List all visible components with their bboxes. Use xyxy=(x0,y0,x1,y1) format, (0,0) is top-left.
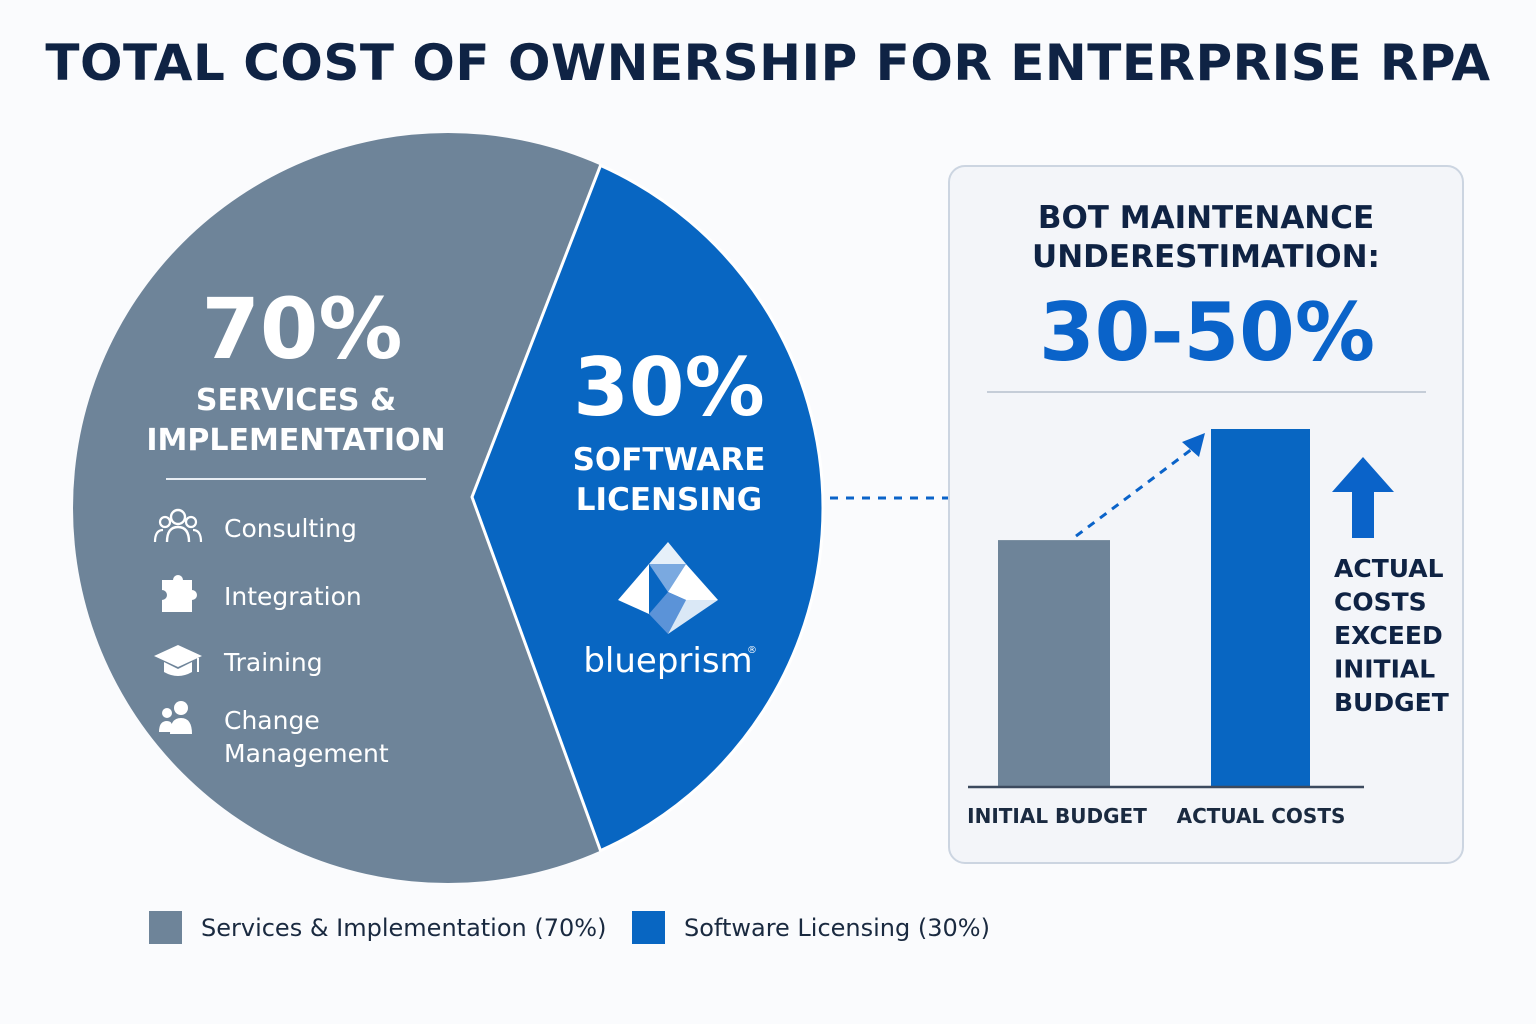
graduation-cap-icon xyxy=(154,645,202,676)
pie-label-software: LICENSING xyxy=(576,482,762,518)
services-items xyxy=(153,508,203,734)
service-item-label: Management xyxy=(224,739,389,768)
logo-facet-4 xyxy=(668,564,718,600)
blueprism-logo-icon xyxy=(618,542,718,634)
pie-label-services: SERVICES & xyxy=(196,383,396,418)
logo-facet-5 xyxy=(649,592,686,634)
blueprism-logo-text: blueprism xyxy=(583,641,752,681)
page-title: TOTAL COST OF OWNERSHIP FOR ENTERPRISE R… xyxy=(45,34,1491,92)
consulting-head-right xyxy=(184,515,198,529)
consulting-body xyxy=(165,525,191,543)
pie-percent-software: 30% xyxy=(573,341,764,434)
panel-title: BOT MAINTENANCE xyxy=(1038,200,1374,236)
consulting-head-left xyxy=(158,515,172,529)
blueprism-registered-mark: ® xyxy=(747,645,757,656)
trend-arrow-head xyxy=(1182,433,1205,457)
bar-category-label: INITIAL BUDGET xyxy=(967,804,1147,828)
arrow-up-icon xyxy=(1332,457,1394,538)
bar-actual-costs xyxy=(1211,429,1310,787)
legend-swatch xyxy=(632,911,665,944)
logo-facet-3 xyxy=(649,564,686,592)
bar-annotation: ACTUAL xyxy=(1334,554,1444,583)
pie-percent-services: 70% xyxy=(201,280,402,378)
trend-arrow-line xyxy=(1075,444,1197,538)
consulting-icon xyxy=(153,508,203,543)
panel-title: UNDERESTIMATION: xyxy=(1032,239,1380,275)
people-head-back xyxy=(162,708,172,718)
cap-top xyxy=(154,645,202,667)
panel-highlight-percent: 30-50% xyxy=(1039,286,1375,379)
bar-annotation: BUDGET xyxy=(1334,688,1449,717)
bar-initial-budget xyxy=(998,540,1110,787)
people-body-front xyxy=(170,718,192,734)
logo-facet-6 xyxy=(668,600,718,634)
legend-label: Software Licensing (30%) xyxy=(684,914,990,942)
consulting-body-right xyxy=(192,528,203,543)
people-head-front xyxy=(174,701,188,715)
pie-slice-software xyxy=(470,163,825,853)
cap-base xyxy=(164,662,192,676)
legend-swatch xyxy=(149,911,182,944)
bar-category-label: ACTUAL COSTS xyxy=(1177,804,1346,828)
people-body-back xyxy=(159,721,172,732)
bar-annotation: COSTS xyxy=(1334,588,1427,617)
logo-facet-2 xyxy=(649,542,686,564)
consulting-head xyxy=(169,508,187,526)
pie-label-services: IMPLEMENTATION xyxy=(146,423,445,458)
service-item-label: Integration xyxy=(224,582,362,611)
service-item-label: Training xyxy=(223,648,323,677)
people-icon xyxy=(159,701,192,734)
bar-annotation: EXCEED xyxy=(1334,621,1443,650)
service-item-label: Consulting xyxy=(224,514,357,543)
bar-annotation: INITIAL xyxy=(1334,655,1435,684)
puzzle-shape xyxy=(162,575,197,612)
legend-label: Services & Implementation (70%) xyxy=(201,914,606,942)
service-item-label: Change xyxy=(224,706,320,735)
puzzle-piece-icon xyxy=(162,575,197,612)
pie-label-software: SOFTWARE xyxy=(573,442,766,478)
consulting-body-left xyxy=(153,528,164,543)
logo-facet-1 xyxy=(618,564,649,614)
